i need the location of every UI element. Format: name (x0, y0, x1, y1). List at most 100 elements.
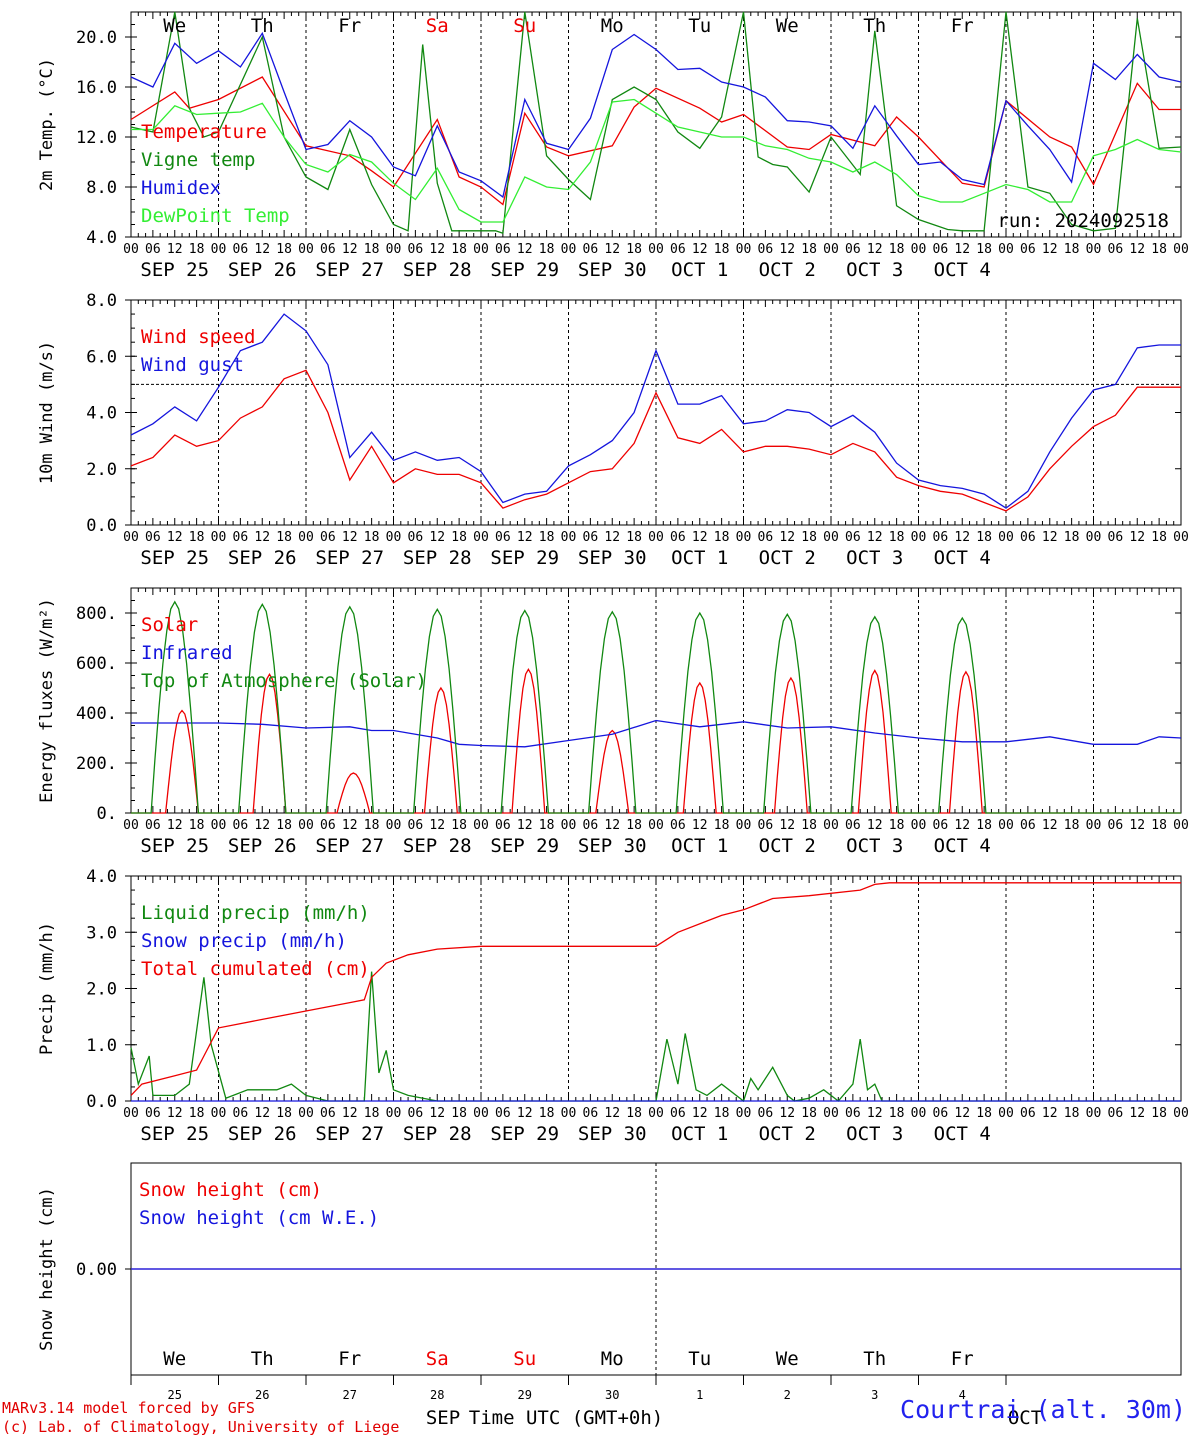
date-label: SEP 26 (228, 1123, 297, 1145)
hour-tick-label: 18 (189, 1106, 205, 1121)
hour-tick-label: 06 (1108, 530, 1124, 545)
hour-tick-label: 18 (976, 1106, 992, 1121)
hour-tick-label: 00 (998, 818, 1014, 833)
date-label: SEP 30 (578, 259, 647, 281)
hour-tick-label: 18 (889, 818, 905, 833)
legend-entry: Solar (141, 614, 198, 636)
hour-tick-label: 00 (911, 242, 927, 257)
hour-tick-label: 00 (648, 242, 664, 257)
hour-tick-label: 06 (845, 818, 861, 833)
hour-tick-label: 12 (254, 242, 270, 257)
hour-tick-label: 12 (779, 1106, 795, 1121)
hour-tick-label: 00 (298, 1106, 314, 1121)
series-line-top-of-atmosphere-solar- (131, 600, 1181, 814)
hour-tick-label: 00 (1173, 530, 1189, 545)
y-tick-label: 2.0 (86, 980, 117, 1000)
hour-tick-label: 06 (233, 1106, 249, 1121)
weekday-label-bottom: Fr (338, 1348, 361, 1370)
credit-line-model: MARv3.14 model forced by GFS (2, 1399, 255, 1417)
weekday-label-top: We (163, 15, 186, 37)
hour-tick-label: 00 (823, 818, 839, 833)
legend-entry: Vigne temp (141, 149, 255, 171)
hour-tick-label: 18 (801, 818, 817, 833)
bottom-month-left: SEP (426, 1407, 460, 1429)
model-credit: MARv3.14 model forced by GFS (c) Lab. of… (2, 1399, 399, 1437)
hour-tick-label: 06 (758, 242, 774, 257)
hour-tick-label: 12 (954, 530, 970, 545)
bottom-day-number: 1 (696, 1388, 703, 1402)
hour-tick-label: 12 (254, 530, 270, 545)
weekday-label-top: Su (513, 15, 536, 37)
y-tick-label: 0.0 (86, 516, 117, 536)
panel-3: 0. 200. 400. 600. 800. Energy fluxes (W/m²) 00… (37, 587, 1189, 857)
hour-tick-label: 00 (211, 530, 227, 545)
hour-tick-label: 06 (933, 242, 949, 257)
bottom-day-number: 3 (871, 1388, 878, 1402)
hour-tick-label: 06 (1020, 1106, 1036, 1121)
date-label: SEP 29 (490, 1123, 559, 1145)
hour-tick-label: 06 (1020, 818, 1036, 833)
legend-entry: Total cumulated (cm) (141, 958, 370, 980)
hour-tick-label: 00 (211, 1106, 227, 1121)
hour-tick-label: 18 (801, 1106, 817, 1121)
series-line-infrared (131, 719, 1182, 748)
hour-tick-label: 06 (758, 530, 774, 545)
hour-tick-label: 18 (1151, 818, 1167, 833)
y-tick-label: 4.0 (86, 867, 117, 887)
hour-tick-label: 00 (1173, 818, 1189, 833)
hour-tick-label: 00 (1086, 530, 1102, 545)
hour-tick-label: 06 (758, 1106, 774, 1121)
date-label: SEP 26 (228, 547, 297, 569)
hour-tick-label: 06 (320, 1106, 336, 1121)
hour-tick-label: 12 (517, 1106, 533, 1121)
hour-tick-label: 00 (911, 818, 927, 833)
hour-tick-label: 06 (320, 818, 336, 833)
weekday-label-bottom: Th (863, 1348, 886, 1370)
y-axis-label: Snow height (cm) (37, 1187, 57, 1351)
weekday-label-bottom: We (163, 1348, 186, 1370)
hour-tick-label: 18 (714, 1106, 730, 1121)
legend-entry: Infrared (141, 642, 233, 664)
hour-tick-label: 18 (1064, 530, 1080, 545)
hour-tick-label: 00 (736, 1106, 752, 1121)
hour-tick-label: 18 (801, 530, 817, 545)
y-tick-label: 6.0 (86, 347, 117, 367)
hour-tick-label: 06 (1020, 530, 1036, 545)
date-label: OCT 1 (671, 259, 728, 281)
date-label: OCT 4 (934, 1123, 991, 1145)
date-label: OCT 4 (934, 259, 991, 281)
hour-tick-label: 06 (1108, 1106, 1124, 1121)
hour-tick-label: 12 (1129, 1106, 1145, 1121)
hour-tick-label: 06 (933, 818, 949, 833)
hour-tick-label: 00 (998, 242, 1014, 257)
hour-tick-label: 12 (779, 242, 795, 257)
date-label: OCT 2 (759, 547, 816, 569)
hour-tick-label: 00 (298, 242, 314, 257)
hour-tick-label: 12 (342, 242, 358, 257)
bottom-axis-title: Time UTC (GMT+0h) (469, 1407, 663, 1429)
hour-tick-label: 00 (823, 530, 839, 545)
bottom-day-number: 29 (518, 1388, 532, 1402)
hour-tick-label: 00 (473, 818, 489, 833)
hour-tick-label: 18 (1064, 818, 1080, 833)
hour-tick-label: 18 (1064, 1106, 1080, 1121)
hour-tick-label: 00 (998, 1106, 1014, 1121)
hour-tick-label: 00 (648, 818, 664, 833)
weekday-label-top: Th (251, 15, 274, 37)
hour-tick-label: 06 (1108, 242, 1124, 257)
hour-tick-label: 12 (254, 818, 270, 833)
hour-tick-label: 00 (1086, 818, 1102, 833)
date-label: SEP 28 (403, 259, 472, 281)
hour-tick-label: 06 (583, 530, 599, 545)
hour-tick-label: 12 (517, 242, 533, 257)
hour-tick-label: 00 (123, 530, 139, 545)
bottom-day-number: 2 (784, 1388, 791, 1402)
hour-tick-label: 12 (254, 1106, 270, 1121)
hour-tick-label: 06 (320, 242, 336, 257)
y-tick-label: 4.0 (86, 228, 117, 248)
hour-tick-label: 12 (1042, 530, 1058, 545)
hour-tick-label: 00 (736, 530, 752, 545)
hour-tick-label: 12 (692, 530, 708, 545)
hour-tick-label: 00 (911, 530, 927, 545)
